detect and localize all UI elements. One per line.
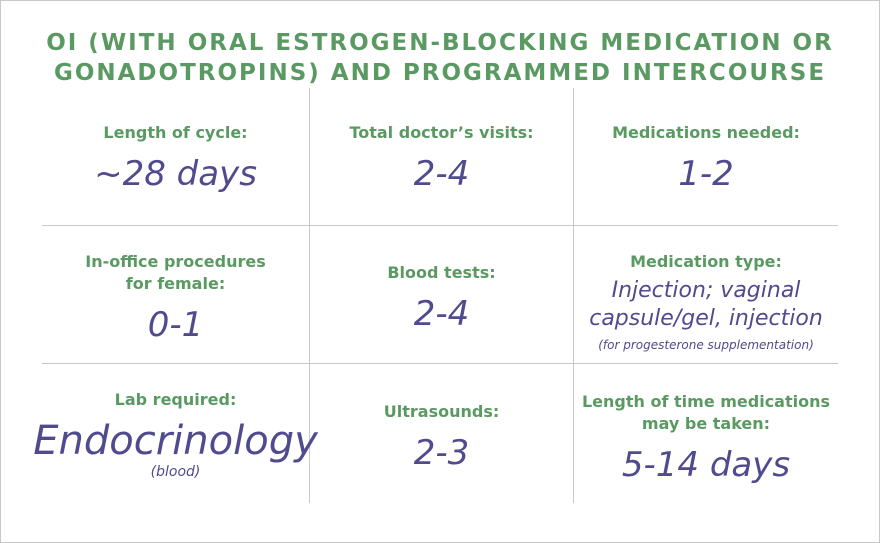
cell-medications-needed: Medications needed: 1-2 xyxy=(574,122,838,194)
grid-divider-vertical-2 xyxy=(573,88,574,503)
ultrasounds-label: Ultrasounds: xyxy=(383,402,500,421)
medication-duration-label-2: may be taken: xyxy=(641,414,771,433)
grid-divider-horizontal-2 xyxy=(42,363,838,364)
cell-in-office-procedures: In-office procedures for female: 0-1 xyxy=(42,251,309,345)
page-title: OI (WITH ORAL ESTROGEN-BLOCKING MEDICATI… xyxy=(0,28,880,88)
medications-needed-value: 1-2 xyxy=(678,154,734,194)
lab-required-label: Lab required: xyxy=(114,390,237,409)
medication-type-label: Medication type: xyxy=(630,252,782,271)
cell-medication-duration: Length of time medications may be taken:… xyxy=(574,391,838,485)
in-office-procedures-value: 0-1 xyxy=(147,305,204,345)
in-office-procedures-label-1: In-office procedures xyxy=(85,252,266,271)
in-office-procedures-label-2: for female: xyxy=(125,274,226,293)
lab-required-note: (blood) xyxy=(150,464,201,480)
cycle-length-value: ~28 days xyxy=(94,154,257,194)
blood-tests-label: Blood tests: xyxy=(387,263,496,282)
doctor-visits-label: Total doctor’s visits: xyxy=(349,123,534,142)
medications-needed-label: Medications needed: xyxy=(612,123,800,142)
title-line-2: GONADOTROPINS) AND PROGRAMMED INTERCOURS… xyxy=(53,60,827,86)
cycle-length-label: Length of cycle: xyxy=(103,123,248,142)
medication-duration-value: 5-14 days xyxy=(621,445,791,485)
blood-tests-value: 2-4 xyxy=(413,294,470,334)
grid-divider-vertical-1 xyxy=(309,88,310,503)
cell-cycle-length: Length of cycle: ~28 days xyxy=(42,122,309,194)
cell-lab-required: Lab required: Endocrinology (blood) xyxy=(33,389,318,481)
title-line-1: OI (WITH ORAL ESTROGEN-BLOCKING MEDICATI… xyxy=(46,30,834,56)
grid-divider-horizontal-1 xyxy=(42,225,838,226)
cell-ultrasounds: Ultrasounds: 2-3 xyxy=(310,401,573,473)
ultrasounds-value: 2-3 xyxy=(413,433,470,473)
cell-blood-tests: Blood tests: 2-4 xyxy=(310,262,573,334)
medication-duration-label-1: Length of time medications xyxy=(581,392,831,411)
lab-required-value: Endocrinology xyxy=(33,418,318,464)
medication-type-value-1: Injection; vaginal xyxy=(611,278,801,303)
medication-type-value-2: capsule/gel, injection xyxy=(589,306,823,331)
medication-type-note: (for progesterone supplementation) xyxy=(598,338,814,352)
cell-doctor-visits: Total doctor’s visits: 2-4 xyxy=(310,122,573,194)
doctor-visits-value: 2-4 xyxy=(413,154,470,194)
cell-medication-type: Medication type: Injection; vaginal caps… xyxy=(574,251,838,353)
